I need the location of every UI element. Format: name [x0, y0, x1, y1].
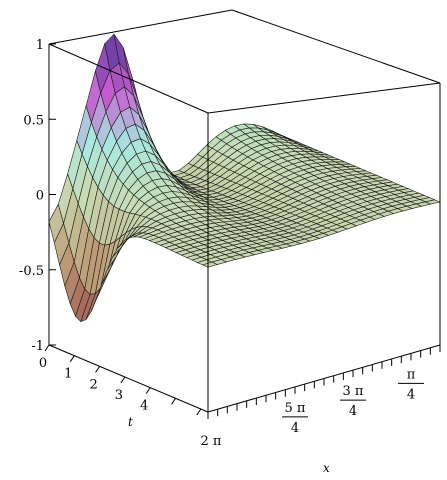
t-tick — [196, 408, 202, 416]
t-axis-title: t — [128, 415, 133, 429]
t-axis: 0 1 2 3 4 — [39, 344, 202, 416]
x-tick-label-denominator: 4 — [407, 387, 415, 402]
box-edge — [48, 43, 209, 114]
z-tick-label: -1 — [31, 339, 44, 354]
t-tick — [120, 376, 126, 384]
t-tick-label: 0 — [39, 356, 47, 371]
z-tick-label: 1 — [36, 38, 44, 53]
x-tick-label-denominator: 4 — [291, 421, 299, 436]
box-edge — [207, 82, 441, 114]
t-tick-label: 3 — [115, 388, 123, 403]
x-tick-label: π — [407, 367, 416, 382]
t-tick-label: 4 — [140, 399, 148, 414]
t-tick — [44, 344, 50, 352]
x-tick-label: 5 π — [285, 401, 306, 416]
x-axis: 2 π 5 π 4 3 π 4 π 4 — [201, 345, 441, 449]
box-edge — [231, 9, 441, 84]
z-tick-label: 0 — [36, 189, 44, 204]
x-tick-label-denominator: 4 — [349, 404, 357, 419]
x-tick-label: 2 π — [201, 434, 222, 449]
t-tick — [171, 398, 176, 405]
t-tick — [95, 366, 101, 373]
surface-patch — [424, 199, 441, 205]
box-edge — [48, 9, 233, 45]
t-tick-label: 2 — [89, 377, 97, 392]
t-tick — [145, 387, 151, 394]
t-tick — [69, 355, 75, 362]
t-tick-label: 1 — [64, 367, 72, 382]
z-axis: 1 0.5 0 -0.5 -1 — [19, 38, 56, 354]
x-tick-label: 3 π — [343, 384, 364, 399]
surface — [48, 33, 441, 323]
z-tick-label: 0.5 — [23, 113, 44, 128]
x-axis-title: x — [323, 461, 330, 475]
z-tick-label: -0.5 — [19, 264, 44, 279]
box-edge — [48, 344, 209, 413]
